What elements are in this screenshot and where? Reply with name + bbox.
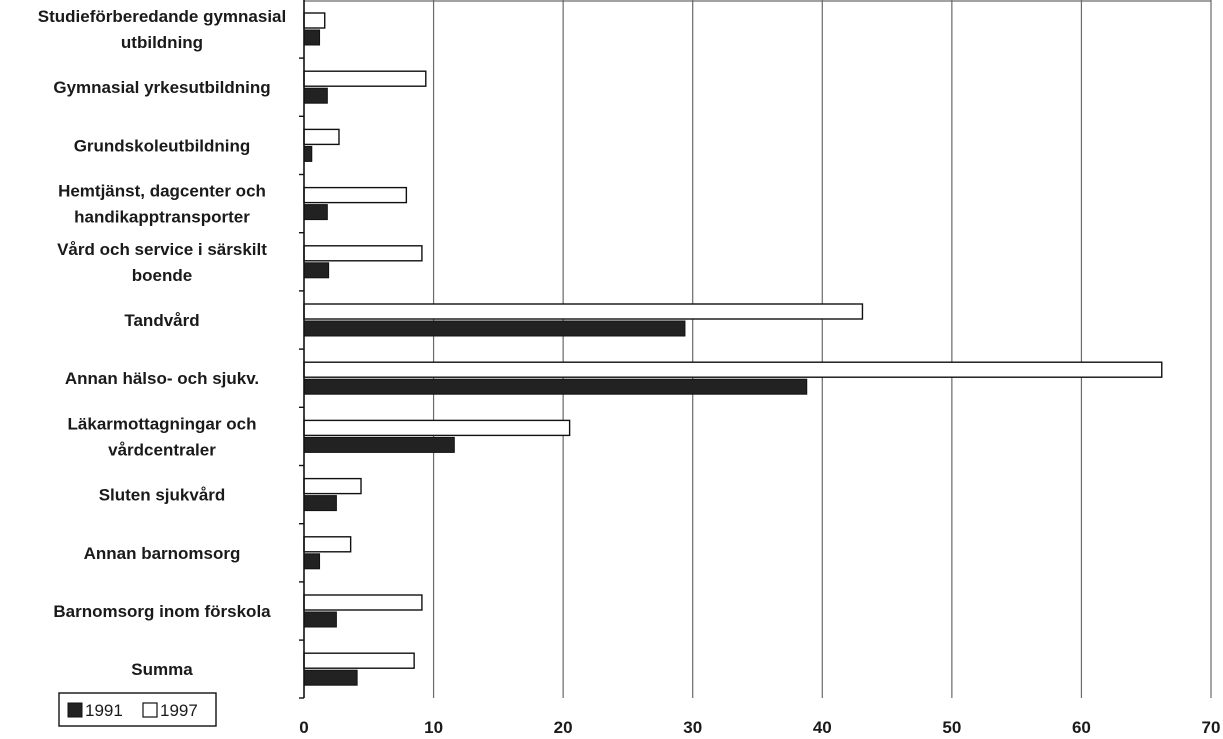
legend-label-1997: 1997 — [160, 701, 198, 720]
bar-1991 — [303, 29, 321, 46]
bar-1997 — [303, 419, 571, 437]
category-label: Studieförberedande gymnasial — [38, 7, 286, 26]
category-label: Hemtjänst, dagcenter och — [58, 182, 266, 201]
bar-1997 — [303, 70, 427, 87]
x-tick-label: 0 — [299, 718, 308, 737]
axes — [299, 0, 1211, 699]
bar-1991 — [303, 611, 337, 628]
legend: 1991 1997 — [58, 692, 217, 727]
x-tick-label: 30 — [683, 718, 702, 737]
legend-swatch-1991 — [67, 702, 83, 718]
category-labels: Studieförberedande gymnasial utbildning Gy… — [38, 7, 286, 679]
category-label: Vård och service i särskilt — [57, 240, 267, 259]
category-label: Grundskoleutbildning — [74, 136, 251, 155]
x-tick-label: 50 — [942, 718, 961, 737]
category-label: Sluten sjukvård — [99, 486, 226, 505]
bar-1991 — [303, 495, 337, 512]
legend-label-1991: 1991 — [85, 701, 123, 720]
bar-1991 — [303, 553, 321, 570]
x-tick-label: 70 — [1202, 718, 1221, 737]
x-tick-label: 40 — [813, 718, 832, 737]
bar-1997 — [303, 361, 1163, 378]
bar-1997 — [303, 303, 864, 320]
category-label: Barnomsorg inom förskola — [53, 602, 271, 621]
category-label: Summa — [131, 660, 193, 679]
bar-1997 — [303, 477, 362, 495]
bar-1991 — [303, 262, 330, 279]
bar-1991 — [303, 436, 455, 453]
bar-1991 — [303, 87, 328, 104]
legend-box — [58, 692, 217, 727]
bar-1991 — [303, 204, 328, 221]
category-label: Annan hälso- och sjukv. — [65, 369, 259, 388]
category-label: boende — [132, 266, 192, 285]
category-label: Gymnasial yrkesutbildning — [53, 78, 270, 97]
bar-1997 — [303, 128, 340, 146]
category-label: vårdcentraler — [108, 440, 216, 459]
category-label: handikapptransporter — [74, 208, 250, 227]
bar-1997 — [303, 12, 326, 29]
category-label: Annan barnomsorg — [84, 544, 241, 563]
grid-lines — [432, 0, 1212, 698]
x-tick-label: 10 — [424, 718, 443, 737]
x-tick-label: 20 — [554, 718, 573, 737]
bar-1991 — [303, 145, 313, 162]
x-tick-labels: 0 10 20 30 40 50 60 70 — [299, 718, 1220, 737]
category-label: utbildning — [121, 33, 203, 52]
bar-1991 — [303, 669, 358, 686]
bar-1997 — [303, 594, 423, 611]
bar-1991 — [303, 320, 686, 337]
category-label: Läkarmottagningar och — [68, 414, 257, 433]
bar-1991 — [303, 378, 808, 395]
x-tick-label: 60 — [1072, 718, 1091, 737]
bar-1997 — [303, 245, 423, 262]
bars — [303, 12, 1163, 686]
bar-1997 — [303, 536, 352, 553]
bar-1997 — [303, 652, 415, 669]
legend-swatch-1997 — [142, 702, 158, 718]
bar-1997 — [303, 186, 408, 204]
category-label: Tandvård — [124, 311, 199, 330]
